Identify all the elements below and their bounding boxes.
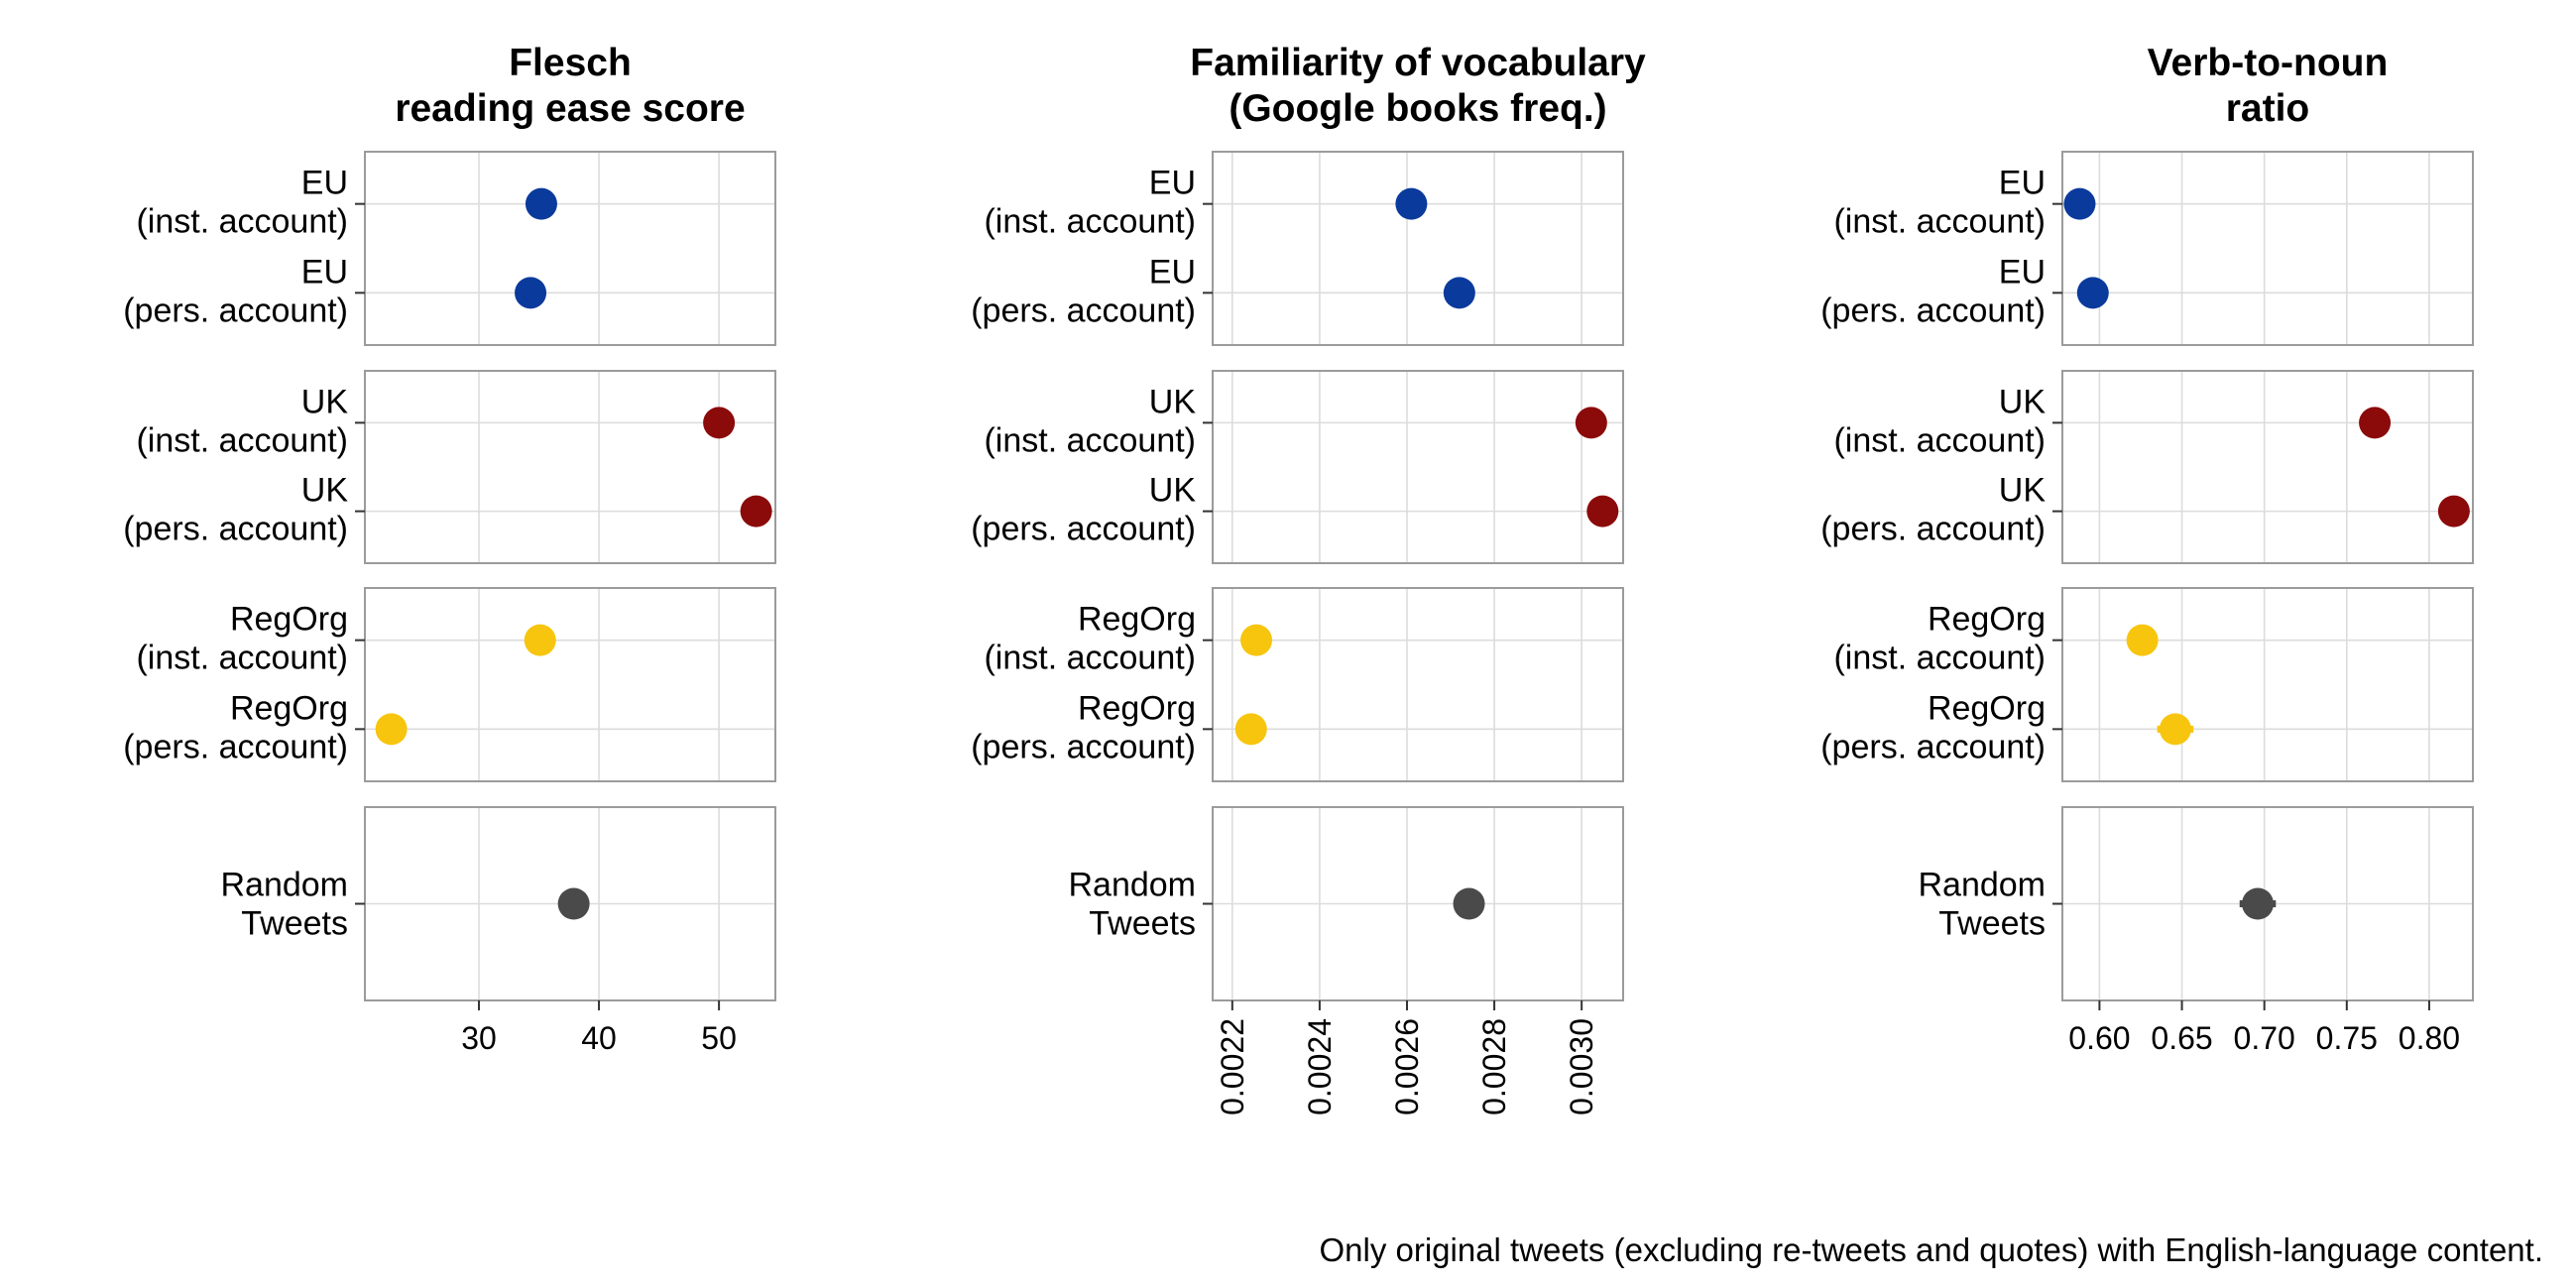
point-random-tweets (2242, 887, 2275, 920)
point-eu-pers-account (2076, 277, 2109, 309)
facet-title: Familiarity of vocabulary (1190, 42, 1646, 84)
panel: UK (inst. account) UK (pers. account) (123, 370, 776, 564)
facet-title: ratio (2226, 87, 2310, 130)
y-tick-label: RegOrg (inst. account) (984, 601, 1196, 677)
point-uk-pers-account (2437, 495, 2470, 527)
panel: RegOrg (inst. account) RegOrg (pers. accoun… (123, 587, 776, 782)
y-tick-label: EU (pers. account) (1820, 253, 2046, 329)
point-regorg-pers-account (2159, 713, 2191, 746)
point-uk-inst-account (703, 407, 736, 439)
panel: UK (inst. account) UK (pers. account) (971, 370, 1624, 564)
point-eu-inst-account (525, 187, 557, 220)
facet-title: (Google books freq.) (1229, 87, 1606, 130)
panel-border (364, 587, 776, 782)
x-tick-label: 0.0028 (1476, 1018, 1512, 1115)
facet-title: Verb-to-noun (2148, 42, 2389, 84)
y-tick-label: UK (inst. account) (1833, 383, 2046, 459)
x-tick-label: 0.0026 (1389, 1018, 1425, 1115)
y-tick-label: Random Tweets (1068, 867, 1196, 943)
panel-border (1212, 151, 1624, 346)
x-tick-label: 0.0024 (1302, 1018, 1338, 1115)
y-tick-label: RegOrg (pers. account) (971, 689, 1196, 765)
point-eu-pers-account (1443, 277, 1475, 309)
point-regorg-pers-account (375, 713, 408, 746)
y-tick-label: RegOrg (inst. account) (1833, 601, 2046, 677)
y-tick-label: Random Tweets (220, 867, 348, 943)
point-eu-inst-account (1395, 187, 1428, 220)
point-eu-inst-account (2063, 187, 2096, 220)
x-tick-label: 50 (701, 1020, 737, 1056)
y-tick-label: EU (pers. account) (971, 253, 1196, 329)
point-regorg-inst-account (1240, 624, 1273, 656)
y-tick-label: EU (inst. account) (984, 165, 1196, 241)
point-regorg-pers-account (1234, 713, 1267, 746)
x-tick-label: 0.80 (2399, 1020, 2460, 1056)
panel: EU (inst. account) EU (pers. account) (971, 151, 1624, 346)
panel-border (1212, 587, 1624, 782)
point-uk-inst-account (1575, 407, 1607, 439)
y-tick-label: RegOrg (pers. account) (1820, 689, 2046, 765)
x-tick-label: 0.0022 (1215, 1018, 1250, 1115)
point-regorg-inst-account (524, 624, 556, 656)
caption: Only original tweets (excluding re-tweet… (1319, 1231, 2543, 1268)
facet-familiarity-of-vocabulary-google-books-freq: Familiarity of vocabulary(Google books f… (971, 42, 1646, 1115)
panel: Random Tweets (1918, 806, 2474, 1001)
x-tick-label: 0.75 (2316, 1020, 2378, 1056)
x-tick-label: 40 (581, 1020, 617, 1056)
y-tick-label: RegOrg (pers. account) (123, 689, 348, 765)
panel: UK (inst. account) UK (pers. account) (1820, 370, 2474, 564)
x-tick-label: 0.60 (2068, 1020, 2130, 1056)
y-tick-label: EU (pers. account) (123, 253, 348, 329)
panel: Random Tweets (1068, 806, 1624, 1001)
y-tick-label: EU (inst. account) (136, 165, 348, 241)
facet-title: reading ease score (395, 87, 745, 130)
panel-border (2061, 151, 2474, 346)
panel: RegOrg (inst. account) RegOrg (pers. accoun… (1820, 587, 2474, 782)
point-eu-pers-account (515, 277, 547, 309)
point-regorg-inst-account (2126, 624, 2159, 656)
panel: RegOrg (inst. account) RegOrg (pers. accoun… (971, 587, 1624, 782)
x-tick-label: 0.70 (2234, 1020, 2295, 1056)
y-tick-label: UK (pers. account) (1820, 472, 2046, 548)
point-random-tweets (557, 887, 590, 920)
point-uk-inst-account (2359, 407, 2392, 439)
panel: EU (inst. account) EU (pers. account) (123, 151, 776, 346)
y-tick-label: UK (inst. account) (984, 383, 1196, 459)
panel-border (364, 370, 776, 564)
y-tick-label: RegOrg (inst. account) (136, 601, 348, 677)
point-uk-pers-account (740, 495, 772, 527)
x-tick-label: 30 (461, 1020, 497, 1056)
y-tick-label: EU (inst. account) (1833, 165, 2046, 241)
facet-title: Flesch (509, 42, 632, 84)
panel-border (2061, 370, 2474, 564)
panel-border (364, 151, 776, 346)
y-tick-label: UK (pers. account) (123, 472, 348, 548)
y-tick-label: UK (inst. account) (136, 383, 348, 459)
y-tick-label: UK (pers. account) (971, 472, 1196, 548)
panel-border (2061, 587, 2474, 782)
panel: EU (inst. account) EU (pers. account) (1820, 151, 2474, 346)
y-tick-label: Random Tweets (1918, 867, 2046, 943)
panel: Random Tweets (220, 806, 776, 1001)
x-tick-label: 0.0030 (1564, 1018, 1599, 1115)
point-random-tweets (1453, 887, 1485, 920)
x-tick-label: 0.65 (2151, 1020, 2212, 1056)
panel-border (1212, 370, 1624, 564)
point-uk-pers-account (1586, 495, 1619, 527)
